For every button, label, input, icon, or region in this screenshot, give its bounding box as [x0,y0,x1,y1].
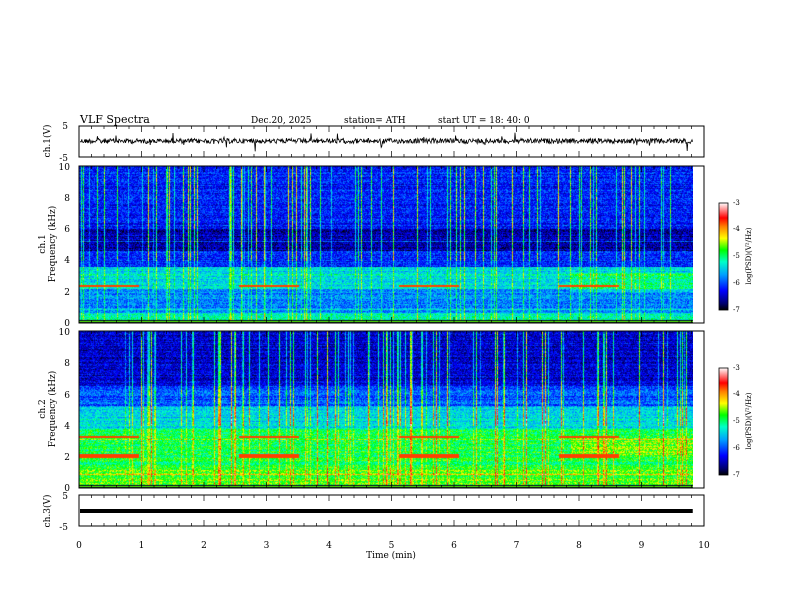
ch1-cbar-tick-m6: -6 [733,279,740,287]
ch1-waveform-panel: 5 -5 ch.1(V) [42,122,705,164]
x-tick-label: 7 [514,541,520,551]
ch1-cbar-tick-m7: -7 [733,306,740,314]
ch2-colorbar-label: log(PSD)(V²/Hz) [745,392,753,449]
x-tick-label: 9 [639,541,645,551]
ch1-spectrogram-panel: 0 2 4 6 8 10 ch.1Frequency (kHz) -3 -4 -… [38,163,753,329]
ch3-waveform-line [80,509,693,513]
ch1-ytick-0: 0 [64,319,70,329]
ch1-spectrogram-ticks [78,166,705,323]
ch2-spectrogram-ticks [78,331,705,488]
ch2-ytick-labels: 0 2 4 6 8 10 [59,328,71,494]
ch1-ytick-m5: -5 [59,154,68,164]
ch1-ytick-6: 6 [64,225,70,235]
x-tick-label: 4 [326,541,332,551]
x-axis-label: Time (min) [366,550,416,561]
ch2-ytick-0: 0 [64,484,70,494]
ch1-waveform-ylabel: ch.1(V) [42,125,53,158]
ch1-colorbar [718,202,729,311]
figure-title: VLF Spectra [79,113,150,126]
ch3-waveform-ylabel: ch.3(V) [42,495,53,528]
ch3-ytick-5: 5 [62,492,68,502]
ch1-ytick-5: 5 [62,122,68,132]
x-tick-label: 0 [76,541,82,551]
ch2-cbar-tick-m4: -4 [733,390,740,398]
x-tick-label: 1 [139,541,145,551]
station-label: station= ATH [344,116,406,126]
ch2-ytick-10: 10 [59,328,71,338]
start-time-label: start UT = 18: 40: 0 [438,116,530,126]
ch2-cbar-tick-m5: -5 [733,417,740,425]
ch1-cbar-tick-m5: -5 [733,252,740,260]
ch3-waveform-panel: 5 -5 ch.3(V) 0 1 2 3 4 5 6 7 8 9 10 Time (min) [42,492,710,561]
x-tick-labels: 0 1 2 3 4 5 6 7 8 9 10 [76,541,710,551]
ch1-ytick-labels: 0 2 4 6 8 10 [59,163,71,329]
ch2-cbar-tick-m3: -3 [733,364,740,372]
ch1-ytick-4: 4 [64,256,70,266]
x-tick-label: 6 [451,541,457,551]
ch1-spectrogram-ylabel: ch.1Frequency (kHz) [38,206,58,283]
ch2-spectrogram-image [79,331,693,488]
ch1-spectrogram-image [79,166,693,323]
ch1-waveform-line [79,132,693,152]
ch2-spectrogram-ylabel: ch.2Frequency (kHz) [38,371,58,448]
x-tick-label: 10 [698,541,710,551]
ch1-cbar-tick-m3: -3 [733,199,740,207]
x-tick-label: 2 [201,541,207,551]
ch1-cbar-tick-m4: -4 [733,225,740,233]
ch1-waveform-ticks [78,126,705,157]
ch3-waveform-ticks [78,495,705,526]
ch1-ytick-8: 8 [64,194,70,204]
ch2-spectrogram-panel: 0 2 4 6 8 10 ch.2Frequency (kHz) -3 -4 -… [38,328,753,494]
ch2-ytick-6: 6 [64,391,70,401]
ch2-ytick-8: 8 [64,359,70,369]
ch2-cbar-tick-m7: -7 [733,471,740,479]
ch3-ytick-m5: -5 [59,523,68,533]
date-label: Dec.20, 2025 [251,116,312,126]
ch1-ytick-2: 2 [64,288,70,298]
ch1-colorbar-label: log(PSD)(V²/Hz) [745,227,753,284]
x-tick-label: 8 [576,541,582,551]
x-tick-label: 3 [264,541,270,551]
ch2-ytick-2: 2 [64,453,70,463]
ch2-cbar-tick-m6: -6 [733,444,740,452]
ch2-ytick-4: 4 [64,422,70,432]
ch1-ytick-10: 10 [59,163,71,173]
ch2-colorbar [718,367,729,476]
x-tick-label: 5 [389,541,395,551]
